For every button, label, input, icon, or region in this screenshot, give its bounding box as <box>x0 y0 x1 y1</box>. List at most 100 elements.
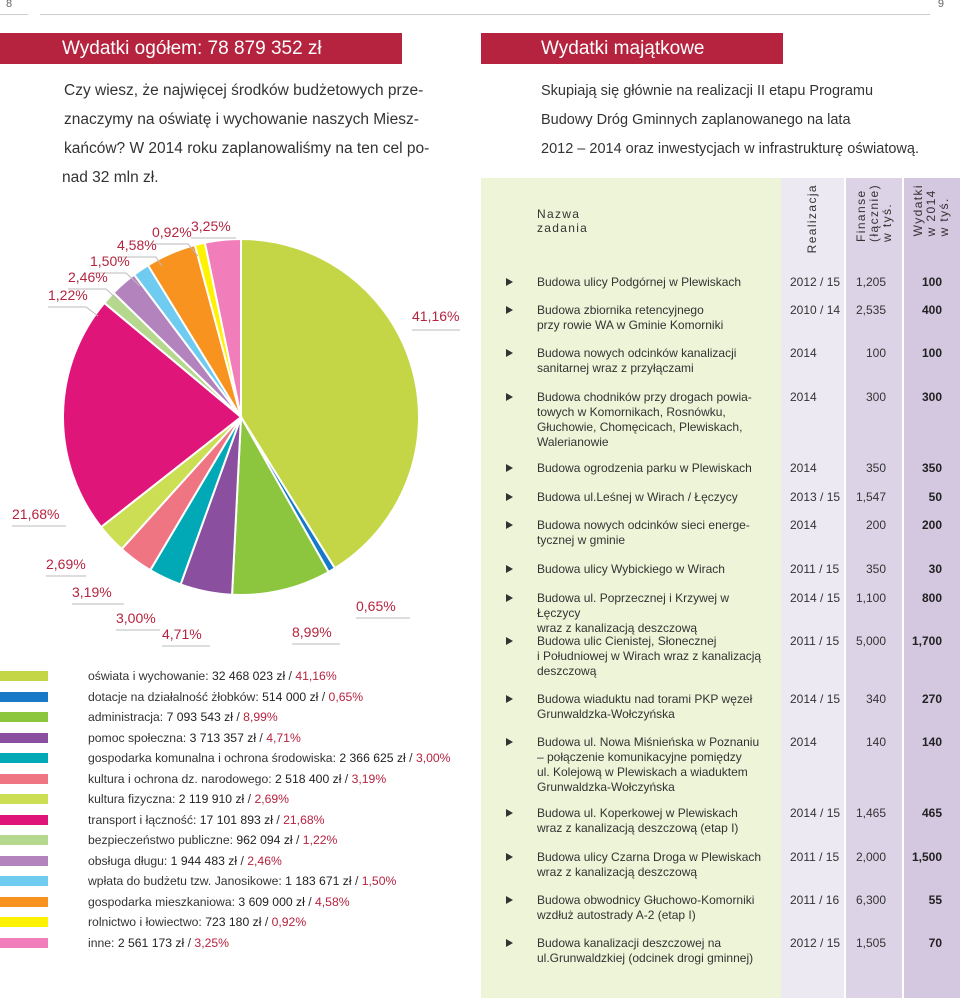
legend-percent: 2,46% <box>247 853 282 868</box>
realizacja-cell: 2011 / 15 <box>790 850 840 864</box>
finanse-cell: 1,547 <box>855 490 886 504</box>
table-header-wydatki: Wydatki w 2014 w tyś. <box>911 184 951 237</box>
task-name: Budowa ulicy Czarna Droga w Plewiskach wr… <box>537 850 762 880</box>
bullet-arrow-icon <box>506 521 513 529</box>
task-name-line: – połączenie komunikacyjne pomiędzy <box>537 750 742 764</box>
legend-label: administracja: 7 093 543 zł / 8,99% <box>88 710 278 724</box>
wydatki-cell: 140 <box>921 735 942 749</box>
task-name-line: towych w Komornikach, Rosnówku, <box>537 405 726 419</box>
wydatki-cell: 270 <box>921 692 942 706</box>
legend-percent: 1,22% <box>302 833 338 847</box>
realizacja-cell: 2010 / 14 <box>790 303 841 317</box>
legend-category: rolnictwo i łowiectwo: <box>88 915 206 929</box>
realizacja-cell: 2011 / 15 <box>790 634 840 648</box>
intro-line: Budowy Dróg Gminnych zaplanowanego na la… <box>541 112 851 128</box>
intro-line: Czy wiesz, że najwięcej środków budżetow… <box>64 82 424 99</box>
task-name-line: Budowa ogrodzenia parku w Plewiskach <box>537 461 752 475</box>
task-name-line: Budowa zbiornika retencyjnego <box>537 303 704 317</box>
realizacja-cell: 2014 <box>790 390 817 404</box>
task-name: Budowa ul.Leśnej w Wirach / Łęczycy <box>537 490 762 505</box>
legend-percent: 3,25% <box>194 935 229 950</box>
legend-label: gospodarka mieszkaniowa: 3 609 000 zł / … <box>88 894 350 909</box>
bullet-arrow-icon <box>506 809 513 817</box>
legend-label: rolnictwo i łowiectwo: 723 180 zł / 0,92… <box>88 915 307 929</box>
task-name-line: Budowa ulic Cienistej, Słonecznej <box>537 634 717 648</box>
pie-label: 1,22% <box>48 287 88 303</box>
legend-amount: 514 000 zł <box>262 689 319 704</box>
legend-category: gospodarka komunalna i ochrona środowisk… <box>88 751 340 765</box>
table-name-column-bg <box>481 178 781 998</box>
task-name-line: Walerianowie <box>537 435 609 449</box>
table-header-name: Nazwa zadania <box>537 207 588 235</box>
intro-right: Skupiają się głównie na realizacji II et… <box>541 77 941 164</box>
realizacja-cell: 2013 / 15 <box>790 490 841 504</box>
finanse-cell: 100 <box>865 346 886 360</box>
legend-percent: 3,00% <box>415 751 451 765</box>
wydatki-cell: 30 <box>928 562 942 576</box>
table-realizacja-column-bg <box>781 178 844 998</box>
pie-label: 1,50% <box>90 253 130 269</box>
task-name-line: Budowa ul. Koperkowej w Plewiskach <box>537 806 738 820</box>
task-name: Budowa kanalizacji deszczowej na ul.Grunw… <box>537 936 762 966</box>
task-name: Budowa obwodnicy Głuchowo-Komorniki wzdłu… <box>537 893 762 923</box>
wydatki-cell: 200 <box>921 518 942 532</box>
legend-item: gospodarka mieszkaniowa: 3 609 000 zł / … <box>0 892 470 912</box>
divider <box>0 14 28 15</box>
legend-amount: 2 518 400 zł <box>275 771 342 786</box>
header-line: w 2014 <box>924 189 938 237</box>
left-title: Wydatki ogółem: 78 879 352 zł <box>0 33 402 64</box>
pie-label: 3,00% <box>116 610 156 626</box>
task-name-line: Budowa ul. Poprzecznej i Krzywej w Łęczy… <box>537 591 730 620</box>
task-name-line: Budowa kanalizacji deszczowej na <box>537 936 722 950</box>
pie-leader-line <box>68 288 119 301</box>
wydatki-cell: 55 <box>928 893 942 907</box>
legend-category: kultura fizyczna: <box>88 792 179 806</box>
finanse-cell: 1,100 <box>855 591 886 605</box>
legend-label: obsługa długu: 1 944 483 zł / 2,46% <box>88 853 282 868</box>
legend-amount: 962 094 zł <box>236 833 293 847</box>
legend-amount: 723 180 zł <box>205 915 262 929</box>
legend-label: pomoc społeczna: 3 713 357 zł / 4,71% <box>88 730 301 745</box>
pie-label: 3,19% <box>72 584 112 600</box>
legend-item: dotacje na działalność żłobków: 514 000 … <box>0 687 470 707</box>
legend-category: pomoc społeczna: <box>88 730 190 745</box>
pie-label: 3,25% <box>191 218 231 234</box>
legend-category: administracja: <box>88 710 167 724</box>
legend-percent: 4,58% <box>315 894 350 909</box>
legend-item: gospodarka komunalna i ochrona środowisk… <box>0 748 470 768</box>
wydatki-cell: 100 <box>921 275 942 289</box>
task-name: Budowa ulicy Podgórnej w Plewiskach <box>537 275 762 290</box>
legend-label: wpłata do budżetu tzw. Janosikowe: 1 183… <box>88 874 397 888</box>
intro-left: Czy wiesz, że najwięcej środków budżetow… <box>62 76 434 192</box>
task-name-line: sanitarnej wraz z przyłączami <box>537 361 694 375</box>
header-line: Nazwa <box>537 207 581 221</box>
wydatki-cell: 350 <box>921 461 942 475</box>
finanse-cell: 1,465 <box>855 806 886 820</box>
header-line: Wydatki <box>911 184 925 237</box>
pie-label: 8,99% <box>292 624 332 640</box>
finanse-cell: 140 <box>865 735 886 749</box>
wydatki-cell: 1,700 <box>911 634 942 648</box>
legend-swatch <box>0 814 48 825</box>
header-line: Finanse <box>854 189 868 242</box>
pie-slice <box>240 237 420 570</box>
realizacja-cell: 2012 / 15 <box>790 936 841 950</box>
task-name: Budowa nowych odcinków kanalizacji sanita… <box>537 346 762 376</box>
task-name-line: Budowa ul.Leśnej w Wirach / Łęczycy <box>537 490 738 504</box>
task-name: Budowa ogrodzenia parku w Plewiskach <box>537 461 762 476</box>
bullet-arrow-icon <box>506 896 513 904</box>
wydatki-cell: 100 <box>921 346 942 360</box>
finanse-cell: 1,205 <box>855 275 886 289</box>
finanse-cell: 2,535 <box>855 303 886 317</box>
legend-swatch <box>0 896 48 907</box>
legend-category: inne: <box>88 935 118 950</box>
bullet-arrow-icon <box>506 464 513 472</box>
legend-item: inne: 2 561 173 zł / 3,25% <box>0 933 470 953</box>
intro-line: znaczymy na oświatę i wychowanie naszych… <box>64 111 419 128</box>
task-name-line: ul.Grunwaldzkiej (odcinek drogi gminnej) <box>537 951 754 965</box>
bullet-arrow-icon <box>506 393 513 401</box>
legend-swatch <box>0 712 48 722</box>
task-name-line: wraz z kanalizacją deszczową (etap I) <box>537 821 739 835</box>
task-name-line: Budowa ul. Nowa Miśnieńska w Poznaniu <box>537 735 760 749</box>
wydatki-cell: 465 <box>921 806 942 820</box>
